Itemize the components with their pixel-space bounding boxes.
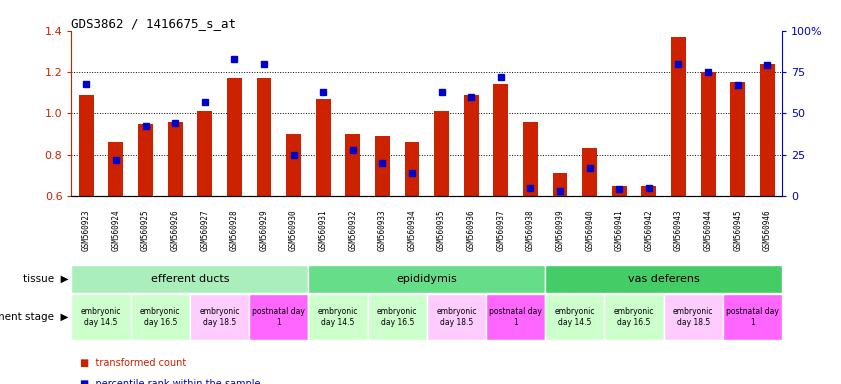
Text: GSM560943: GSM560943 (674, 209, 683, 251)
Bar (249, 294, 309, 340)
Text: GSM560926: GSM560926 (171, 209, 180, 251)
Bar (315, 99, 331, 196)
Text: GSM560924: GSM560924 (111, 209, 120, 251)
Bar (582, 148, 597, 196)
Bar (434, 111, 449, 196)
Text: GSM560946: GSM560946 (763, 209, 772, 251)
Bar (79, 95, 93, 196)
Bar (494, 84, 508, 196)
Text: development stage  ▶: development stage ▶ (0, 312, 69, 322)
Bar (286, 134, 301, 196)
Text: GSM560938: GSM560938 (526, 209, 535, 251)
Bar (605, 294, 664, 340)
Bar (368, 294, 426, 340)
Bar (426, 294, 486, 340)
Bar (486, 294, 545, 340)
Text: postnatal day
1: postnatal day 1 (489, 308, 542, 327)
Bar (464, 95, 479, 196)
Bar (190, 294, 249, 340)
Text: ■  percentile rank within the sample: ■ percentile rank within the sample (80, 379, 261, 384)
Bar (309, 294, 368, 340)
Bar (375, 136, 389, 196)
Bar (405, 142, 420, 196)
Text: GSM560939: GSM560939 (556, 209, 564, 251)
Bar (346, 134, 360, 196)
Text: GSM560935: GSM560935 (437, 209, 446, 251)
Bar (545, 265, 782, 293)
Bar (642, 185, 656, 196)
Text: GSM560945: GSM560945 (733, 209, 743, 251)
Bar (553, 173, 568, 196)
Text: postnatal day
1: postnatal day 1 (726, 308, 779, 327)
Text: embryonic
day 18.5: embryonic day 18.5 (673, 308, 713, 327)
Text: GSM560942: GSM560942 (644, 209, 653, 251)
Bar (167, 121, 182, 196)
Text: tissue  ▶: tissue ▶ (24, 274, 69, 284)
Bar (612, 185, 627, 196)
Text: GSM560925: GSM560925 (141, 209, 150, 251)
Text: GSM560931: GSM560931 (319, 209, 328, 251)
Bar (545, 294, 605, 340)
Text: embryonic
day 14.5: embryonic day 14.5 (318, 308, 358, 327)
Bar (138, 124, 153, 196)
Bar (309, 265, 545, 293)
Text: embryonic
day 18.5: embryonic day 18.5 (199, 308, 240, 327)
Text: GSM560940: GSM560940 (585, 209, 594, 251)
Text: GSM560941: GSM560941 (615, 209, 624, 251)
Text: GSM560930: GSM560930 (289, 209, 298, 251)
Bar (701, 72, 716, 196)
Text: postnatal day
1: postnatal day 1 (252, 308, 305, 327)
Bar (71, 265, 309, 293)
Bar (198, 111, 212, 196)
Text: embryonic
day 16.5: embryonic day 16.5 (377, 308, 417, 327)
Text: GSM560929: GSM560929 (260, 209, 268, 251)
Bar (664, 294, 723, 340)
Text: GSM560923: GSM560923 (82, 209, 91, 251)
Text: GSM560937: GSM560937 (496, 209, 505, 251)
Text: embryonic
day 16.5: embryonic day 16.5 (140, 308, 181, 327)
Text: GSM560944: GSM560944 (704, 209, 712, 251)
Bar (730, 82, 745, 196)
Text: ■  transformed count: ■ transformed count (80, 358, 186, 368)
Bar (760, 64, 775, 196)
Bar (257, 78, 272, 196)
Bar (671, 37, 686, 196)
Text: GSM560934: GSM560934 (408, 209, 416, 251)
Text: efferent ducts: efferent ducts (151, 274, 230, 284)
Bar (71, 294, 130, 340)
Text: GSM560936: GSM560936 (467, 209, 476, 251)
Text: GSM560932: GSM560932 (348, 209, 357, 251)
Bar (227, 78, 241, 196)
Text: GSM560933: GSM560933 (378, 209, 387, 251)
Text: embryonic
day 16.5: embryonic day 16.5 (614, 308, 654, 327)
Bar (523, 121, 538, 196)
Text: vas deferens: vas deferens (628, 274, 700, 284)
Bar (108, 142, 124, 196)
Text: GSM560928: GSM560928 (230, 209, 239, 251)
Text: embryonic
day 14.5: embryonic day 14.5 (81, 308, 121, 327)
Bar (723, 294, 782, 340)
Text: embryonic
day 14.5: embryonic day 14.5 (554, 308, 595, 327)
Text: embryonic
day 18.5: embryonic day 18.5 (436, 308, 477, 327)
Text: epididymis: epididymis (396, 274, 458, 284)
Bar (130, 294, 190, 340)
Text: GSM560927: GSM560927 (200, 209, 209, 251)
Text: GDS3862 / 1416675_s_at: GDS3862 / 1416675_s_at (71, 17, 236, 30)
